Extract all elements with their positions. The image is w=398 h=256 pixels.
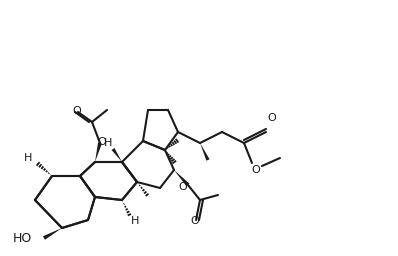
- Polygon shape: [200, 143, 210, 161]
- Polygon shape: [95, 143, 102, 162]
- Text: H: H: [24, 153, 32, 163]
- Text: O: O: [179, 182, 187, 192]
- Polygon shape: [174, 170, 189, 186]
- Text: O: O: [267, 113, 276, 123]
- Text: HO: HO: [12, 231, 31, 244]
- Text: H: H: [104, 138, 112, 148]
- Text: H: H: [131, 216, 139, 226]
- Text: O: O: [98, 137, 106, 147]
- Polygon shape: [43, 228, 62, 240]
- Text: O: O: [252, 165, 260, 175]
- Polygon shape: [111, 148, 122, 162]
- Text: O: O: [72, 106, 81, 116]
- Text: O: O: [191, 216, 199, 226]
